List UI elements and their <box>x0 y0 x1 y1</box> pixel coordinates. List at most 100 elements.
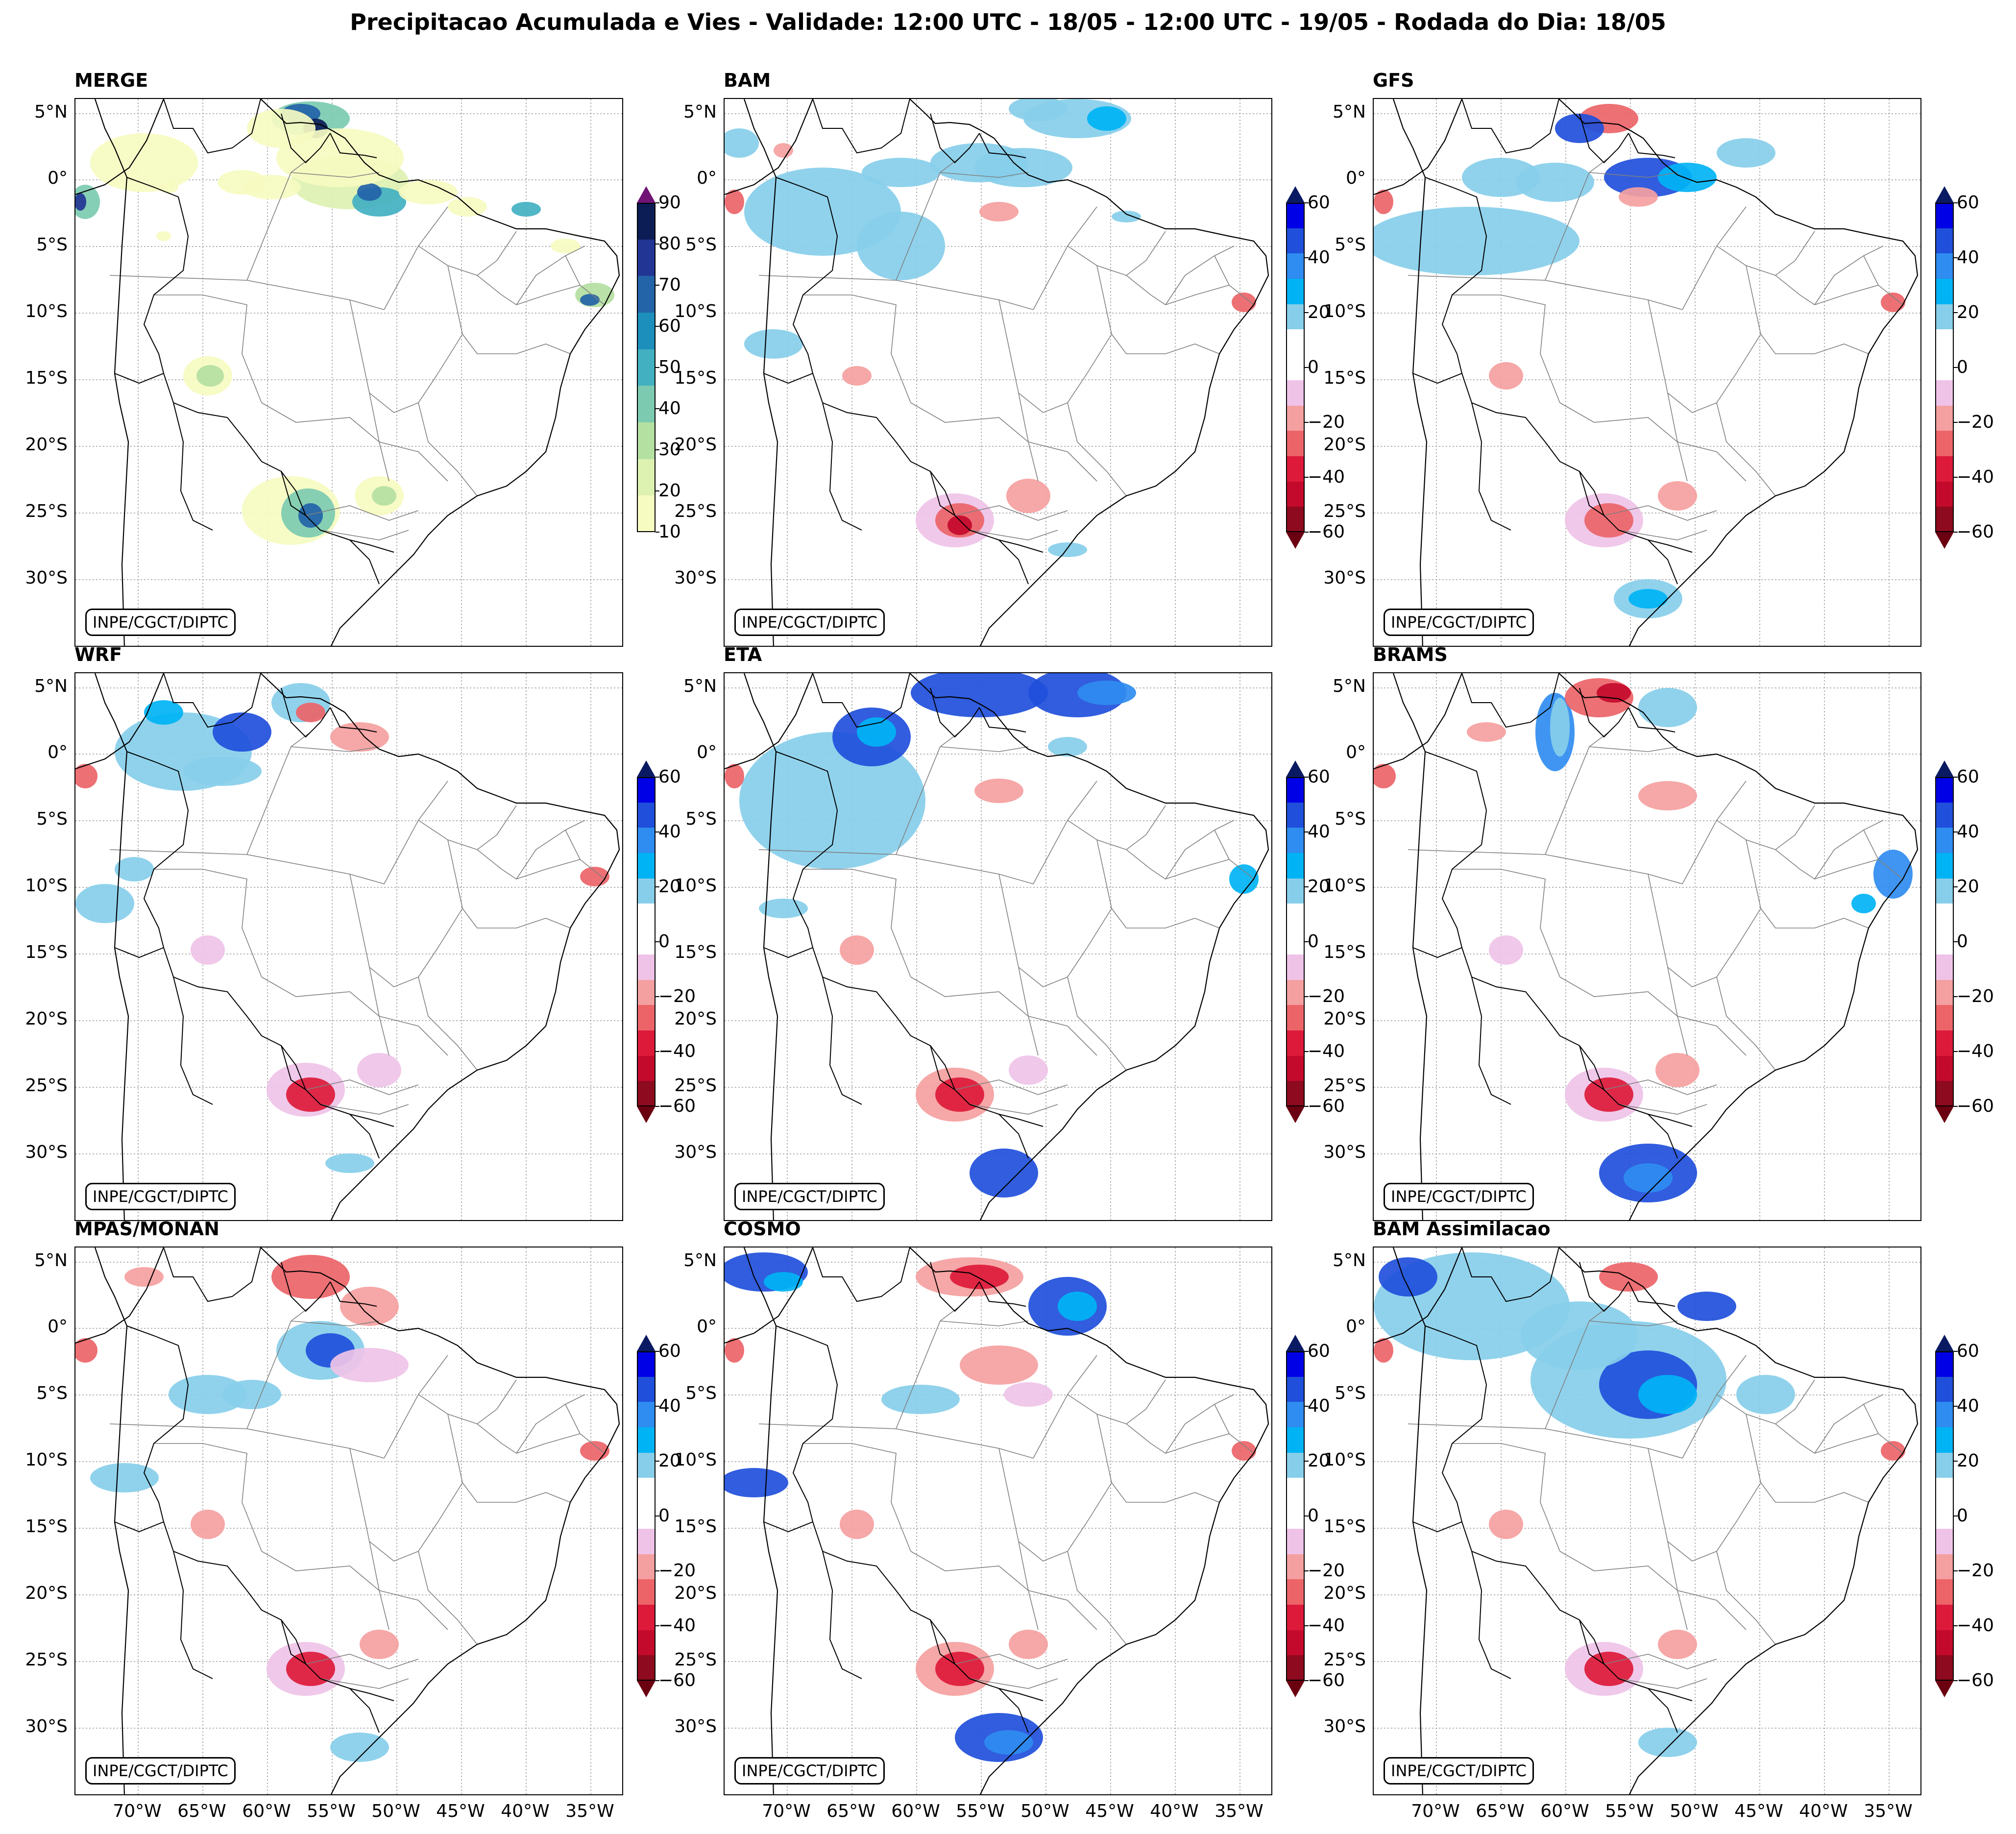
country-border <box>1461 673 1559 728</box>
lat-tick-label: 15°S <box>674 1516 717 1537</box>
precip-field <box>340 1287 399 1326</box>
colorbar: 60 40 20 0 −20 −40 −60 <box>1286 186 1384 549</box>
country-border <box>998 1114 1029 1159</box>
colorbar-tick-label: 20 <box>1957 1451 1979 1471</box>
colorbar-tick-label: 40 <box>1308 1396 1330 1416</box>
precip-field <box>1232 293 1256 312</box>
precip-field <box>357 183 382 201</box>
colorbar-tick-label: 90 <box>658 193 681 213</box>
colorbar-tick <box>656 996 659 997</box>
colorbar-tick-label: −60 <box>1308 522 1345 542</box>
state-border <box>910 977 1029 1017</box>
lat-tick-label: 5°N <box>683 1250 717 1271</box>
precip-field <box>1462 158 1540 197</box>
country-border <box>930 113 980 164</box>
country-border <box>163 1247 261 1302</box>
map-merge: INPE/CGCT/DIPTC <box>74 98 623 647</box>
state-border <box>154 294 262 403</box>
precip-field <box>862 158 940 187</box>
state-border <box>1452 1443 1560 1552</box>
precip-field <box>448 197 487 217</box>
precip-field <box>144 700 183 725</box>
lon-tick-label: 65°W <box>826 1801 875 1821</box>
map-canvas <box>1374 1247 1920 1794</box>
lat-tick-label: 25°S <box>25 1650 68 1670</box>
colorbar-tick <box>1305 312 1309 313</box>
state-border <box>477 1423 605 1454</box>
precip-field <box>1048 737 1087 757</box>
country-border <box>763 947 813 958</box>
credit-label: INPE/CGCT/DIPTC <box>1384 1757 1534 1785</box>
map-wrf: INPE/CGCT/DIPTC <box>74 672 623 1221</box>
colorbar-tick <box>1305 477 1309 478</box>
state-border <box>803 869 911 978</box>
colorbar-tick <box>1305 422 1309 423</box>
lon-tick-label: 45°W <box>1734 1801 1783 1821</box>
state-border <box>1067 334 1127 496</box>
colorbar-frame <box>1935 203 1954 532</box>
colorbar-tick <box>656 367 659 368</box>
panel-title: BAM <box>724 70 771 91</box>
colorbar-frame <box>637 777 656 1106</box>
precip-field <box>1229 864 1259 894</box>
coastline <box>1374 99 1919 646</box>
panel-title: BAM Assimilacao <box>1373 1218 1551 1240</box>
panel-merge: MERGE INPE/CGCT/DIPTC 5°N 0° 5°S 10°S 15°S 20°S… <box>25 70 681 647</box>
coastline <box>725 99 1269 646</box>
precip-field <box>511 202 541 217</box>
state-border <box>109 849 385 884</box>
state-border <box>1589 172 1678 178</box>
country-border <box>979 1281 1026 1307</box>
lat-tick-label: 10°S <box>25 301 68 321</box>
colorbar-tick <box>656 1106 659 1107</box>
precip-field <box>947 515 972 535</box>
state-border <box>1863 1404 1879 1434</box>
state-border <box>109 1423 385 1459</box>
lat-tick-label: 30°S <box>25 1142 68 1162</box>
colorbar-tick-label: 20 <box>1957 877 1979 897</box>
country-border <box>1471 402 1511 531</box>
precip-field <box>325 1153 374 1173</box>
colorbar-tick-label: 60 <box>1957 193 1979 213</box>
colorbar-tick-label: 40 <box>1957 1396 1979 1416</box>
lat-tick-label: 30°S <box>25 568 68 588</box>
colorbar-tick-label: 60 <box>1308 1341 1330 1361</box>
country-border <box>979 707 1026 733</box>
state-border <box>998 299 1039 482</box>
country-border <box>822 977 862 1105</box>
state-border <box>758 275 1034 310</box>
precip-field <box>1004 1382 1053 1407</box>
colorbar-tick-label: −20 <box>1308 412 1345 432</box>
lon-tick-label: 70°W <box>762 1801 811 1821</box>
state-border <box>1746 265 1869 354</box>
colorbar-tick-label: 0 <box>1957 931 1968 952</box>
state-border <box>1716 805 1815 850</box>
precip-field <box>1009 1055 1048 1085</box>
precip-field <box>90 133 198 192</box>
precip-field <box>1881 1441 1905 1461</box>
state-border <box>1096 1414 1220 1503</box>
precip-field <box>191 935 225 965</box>
country-border <box>776 177 1044 553</box>
precip-field <box>124 1267 164 1287</box>
credit-label: INPE/CGCT/DIPTC <box>85 609 236 636</box>
colorbar-tick-label: 60 <box>658 767 681 787</box>
state-border <box>803 1443 911 1552</box>
country-border <box>126 177 394 553</box>
lon-tick-label: 65°W <box>1476 1801 1525 1821</box>
colorbar-tick <box>1954 477 1958 478</box>
precip-field <box>1717 138 1775 168</box>
lat-tick-label: 30°S <box>674 1142 717 1162</box>
country-border <box>763 1521 813 1533</box>
colorbar-tick <box>656 1625 659 1626</box>
lat-tick-label: 15°S <box>25 1516 68 1537</box>
country-border <box>812 99 910 154</box>
credit-label: INPE/CGCT/DIPTC <box>85 1183 236 1210</box>
colorbar-extend-under <box>637 1106 656 1123</box>
colorbar-extend-over <box>637 1335 656 1351</box>
coastline <box>1374 1247 1919 1794</box>
colorbar-tick-label: 10 <box>658 522 681 542</box>
state-border <box>447 1414 571 1503</box>
precip-field <box>970 1149 1038 1198</box>
colorbar-tick-label: 60 <box>658 1341 681 1361</box>
